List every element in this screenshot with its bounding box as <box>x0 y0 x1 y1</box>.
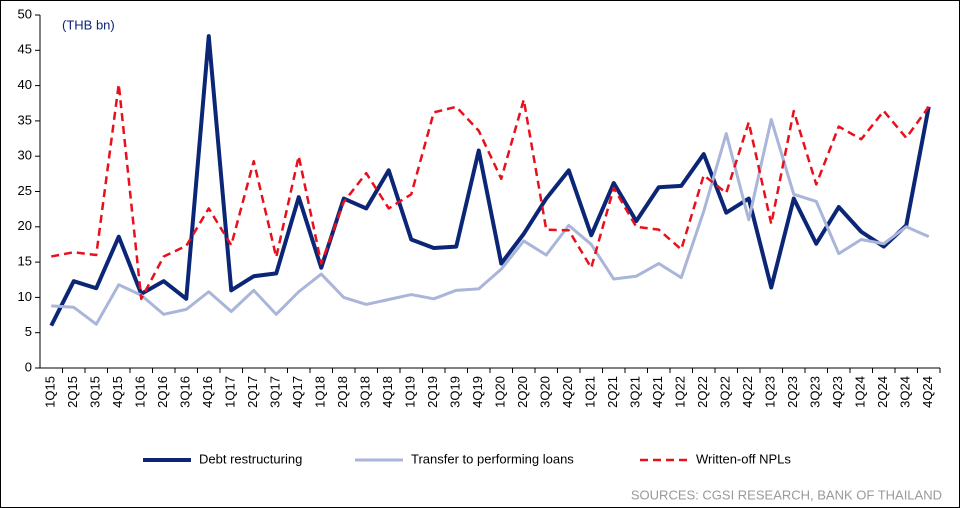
y-tick-label: 45 <box>18 42 32 57</box>
x-tick-label: 2Q23 <box>785 376 800 408</box>
x-tick-label: 2Q20 <box>515 376 530 408</box>
y-tick-label: 25 <box>18 183 32 198</box>
y-tick-label: 0 <box>25 359 32 374</box>
x-tick-label: 4Q17 <box>290 376 305 408</box>
x-tick-label: 1Q17 <box>223 376 238 408</box>
y-tick-label: 50 <box>18 6 32 21</box>
y-tick-label: 10 <box>18 289 32 304</box>
x-tick-label: 2Q18 <box>335 376 350 408</box>
y-tick-label: 20 <box>18 218 32 233</box>
x-tick-label: 3Q22 <box>718 376 733 408</box>
x-tick-label: 4Q24 <box>920 376 935 408</box>
unit-label: (THB bn) <box>62 17 115 32</box>
y-tick-label: 40 <box>18 77 32 92</box>
x-tick-label: 1Q20 <box>493 376 508 408</box>
x-tick-label: 4Q23 <box>830 376 845 408</box>
x-tick-label: 1Q24 <box>853 376 868 408</box>
y-tick-label: 30 <box>18 148 32 163</box>
x-tick-label: 3Q20 <box>538 376 553 408</box>
x-tick-label: 1Q23 <box>763 376 778 408</box>
x-tick-label: 4Q15 <box>110 376 125 408</box>
series-line <box>51 117 930 326</box>
x-tick-label: 1Q18 <box>313 376 328 408</box>
x-tick-label: 2Q24 <box>875 376 890 408</box>
x-tick-label: 2Q17 <box>245 376 260 408</box>
x-tick-label: 1Q21 <box>583 376 598 408</box>
x-tick-label: 3Q19 <box>448 376 463 408</box>
x-tick-label: 4Q19 <box>470 376 485 408</box>
x-tick-label: 2Q16 <box>155 376 170 408</box>
legend-label: Debt restructuring <box>199 451 302 466</box>
series-line <box>49 34 931 327</box>
x-tick-label: 4Q16 <box>200 376 215 408</box>
x-tick-label: 3Q16 <box>178 376 193 408</box>
x-tick-label: 4Q22 <box>740 376 755 408</box>
x-tick-label: 4Q18 <box>380 376 395 408</box>
series-line <box>51 82 930 301</box>
source: SOURCES: CGSI RESEARCH, BANK OF THAILAND <box>631 487 942 502</box>
y-tick-label: 5 <box>25 324 32 339</box>
x-tick-label: 3Q21 <box>628 376 643 408</box>
x-tick-label: 1Q19 <box>403 376 418 408</box>
x-tick-label: 3Q23 <box>808 376 823 408</box>
y-tick-label: 35 <box>18 112 32 127</box>
x-tick-label: 3Q15 <box>88 376 103 408</box>
x-tick-label: 3Q17 <box>268 376 283 408</box>
y-tick-label: 15 <box>18 254 32 269</box>
x-tick-label: 2Q22 <box>695 376 710 408</box>
x-tick-label: 2Q15 <box>65 376 80 408</box>
x-tick-label: 4Q21 <box>650 376 665 408</box>
x-tick-label: 4Q20 <box>560 376 575 408</box>
x-tick-label: 3Q24 <box>898 376 913 408</box>
x-tick-label: 2Q19 <box>425 376 440 408</box>
legend-label: Transfer to performing loans <box>411 451 574 466</box>
legend-label: Written-off NPLs <box>696 451 791 466</box>
x-tick-label: 2Q21 <box>605 376 620 408</box>
x-tick-label: 1Q15 <box>43 376 58 408</box>
x-tick-label: 3Q18 <box>358 376 373 408</box>
x-tick-label: 1Q22 <box>673 376 688 408</box>
x-tick-label: 1Q16 <box>133 376 148 408</box>
